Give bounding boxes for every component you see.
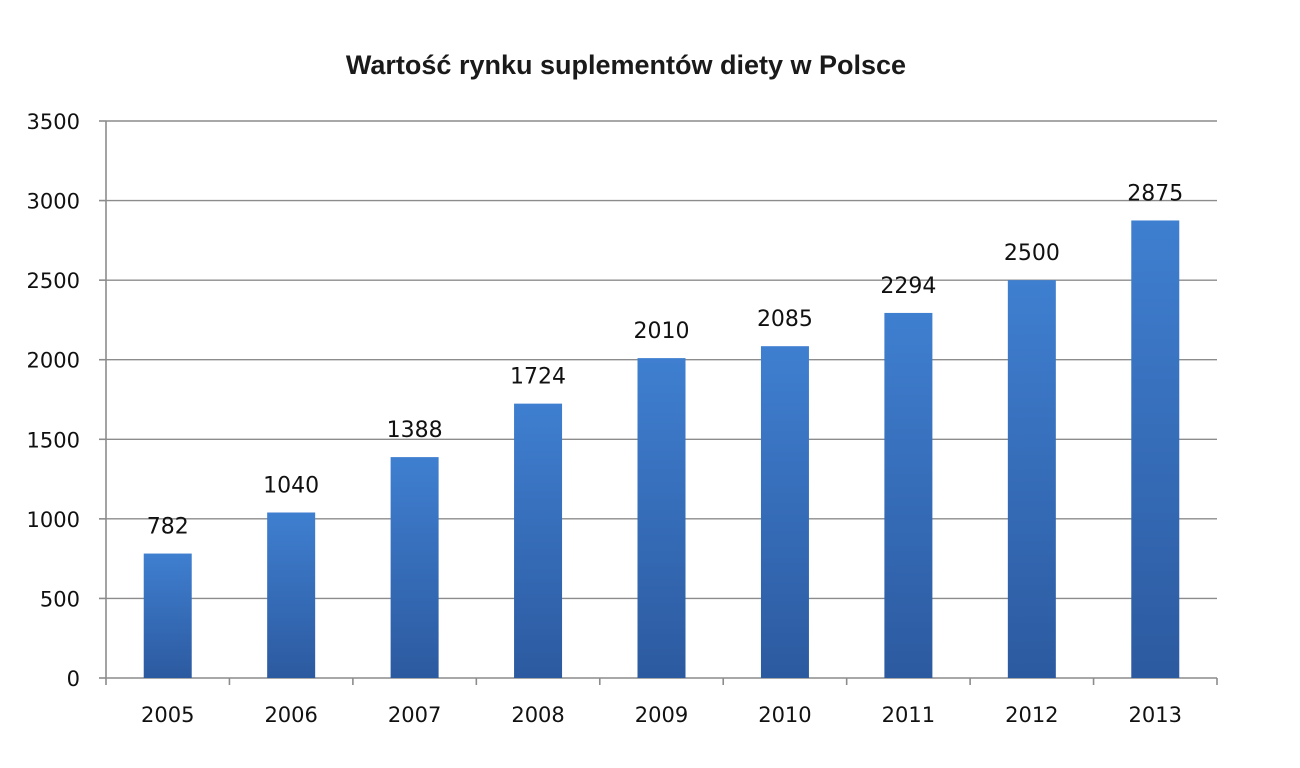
data-label-2006: 1040 — [263, 473, 319, 498]
data-label-2007: 1388 — [387, 418, 443, 443]
bar-2007 — [390, 457, 439, 678]
data-label-2010: 2085 — [757, 307, 813, 332]
bars — [143, 220, 1180, 678]
x-tick-label-2010: 2010 — [758, 703, 811, 727]
x-tick-label-2005: 2005 — [141, 703, 194, 727]
bar-2009 — [637, 358, 686, 678]
data-label-2012: 2500 — [1004, 241, 1060, 266]
bar-2006 — [267, 512, 316, 678]
y-tick-label: 2500 — [27, 269, 80, 293]
y-tick-labels: 0 500 1000 1500 2000 2500 3000 3500 — [27, 110, 80, 691]
data-label-2008: 1724 — [510, 365, 566, 390]
data-label-2011: 2294 — [880, 274, 936, 299]
data-label-2013: 2875 — [1127, 181, 1183, 206]
y-tick-label: 3500 — [27, 110, 80, 134]
bar-2012 — [1007, 280, 1056, 678]
data-label-2005: 782 — [147, 515, 189, 540]
x-tick-label-2009: 2009 — [635, 703, 688, 727]
bar-2010 — [760, 346, 809, 678]
y-tick-label: 500 — [40, 587, 80, 611]
y-tick-label: 1500 — [27, 428, 80, 452]
chart-title: Wartość rynku suplementów diety w Polsce — [346, 50, 906, 80]
bar-2005 — [143, 553, 192, 678]
x-tick-label-2013: 2013 — [1129, 703, 1182, 727]
data-label-2009: 2010 — [634, 319, 690, 344]
bar-2011 — [884, 312, 933, 678]
y-tick-label: 0 — [67, 667, 80, 691]
x-tick-label-2011: 2011 — [882, 703, 935, 727]
x-tick-label-2006: 2006 — [264, 703, 317, 727]
bar-2008 — [514, 403, 563, 678]
x-tick-labels: 2005 2006 2007 2008 2009 2010 2011 2012 2013 — [141, 703, 1182, 727]
y-tick-label: 2000 — [27, 349, 80, 373]
x-tick-label-2008: 2008 — [511, 703, 564, 727]
data-labels: 782 1040 1388 1724 2010 2085 2294 2500 2875 — [147, 181, 1184, 539]
x-tick-label-2007: 2007 — [388, 703, 441, 727]
x-tick-label-2012: 2012 — [1005, 703, 1058, 727]
y-tick-label: 1000 — [27, 508, 80, 532]
bar-2013 — [1131, 220, 1180, 678]
y-tick-label: 3000 — [27, 190, 80, 214]
